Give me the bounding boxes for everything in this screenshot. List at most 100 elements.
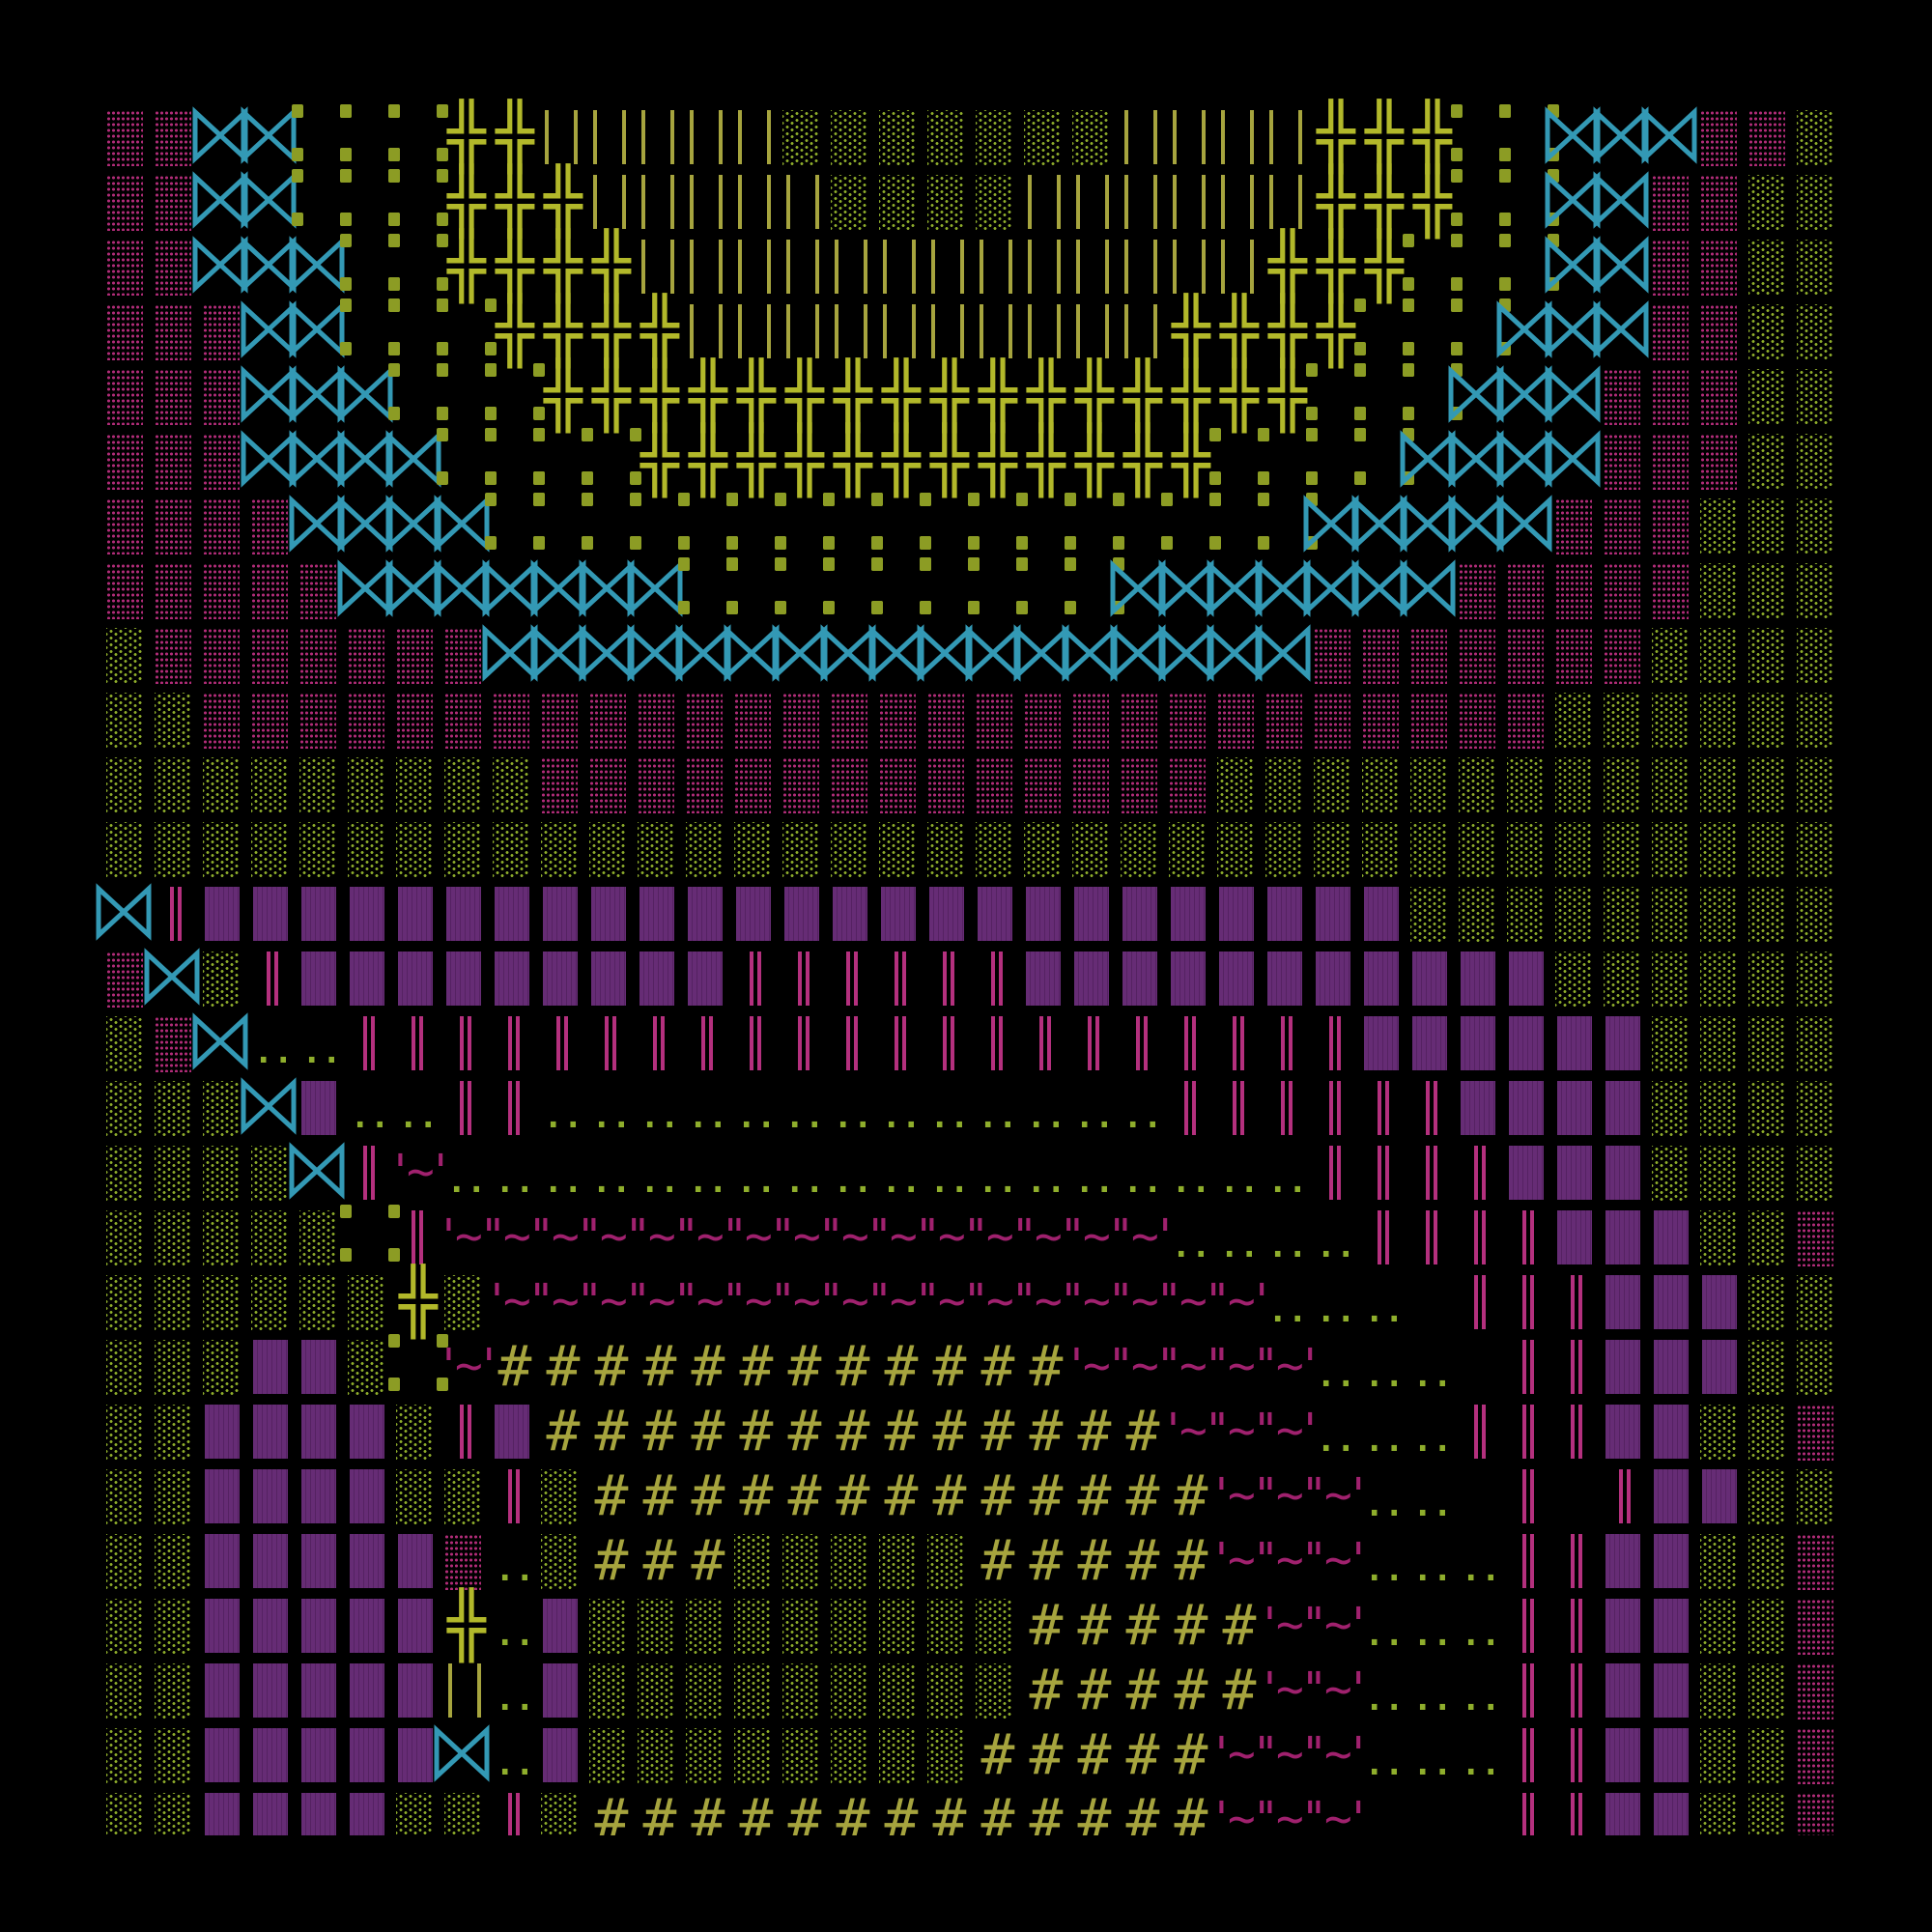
purple-block [446, 887, 481, 941]
green-square [630, 471, 641, 485]
pink-dot-pattern [444, 1534, 481, 1590]
green-square [1499, 277, 1511, 291]
double-cross-glyph: ╬ [442, 169, 491, 234]
dots-glyph-text: .. [1412, 1356, 1453, 1395]
bar-line [757, 952, 761, 1006]
green-dot-pattern [541, 1793, 578, 1835]
green-dot-pattern [879, 1663, 916, 1719]
purple-block-glyph [1650, 1722, 1698, 1787]
green-dot-cell [781, 816, 829, 881]
green-dot-cell [1747, 428, 1795, 493]
green-square [1113, 536, 1124, 550]
green-block-glyph [533, 493, 593, 557]
green-block-glyph [340, 104, 400, 169]
dots-glyph: .. [394, 1075, 442, 1140]
green-square [1499, 169, 1511, 183]
green-block-glyph [630, 493, 690, 557]
double-cross-glyph-text: ╬ [882, 358, 921, 433]
purple-block-glyph [394, 881, 442, 946]
green-dot-pattern [1797, 434, 1833, 490]
purple-block-glyph [829, 881, 877, 946]
pink-double-bar-glyph [829, 946, 877, 1010]
purple-block [1605, 1016, 1640, 1070]
tilde-glyph: '~' [1304, 1528, 1373, 1593]
green-dot-pattern [686, 1599, 723, 1655]
green-dot-pattern [831, 175, 867, 231]
bar-line [690, 110, 694, 164]
double-cross-glyph-text: ╬ [1027, 423, 1065, 497]
purple-block [205, 1599, 240, 1653]
pink-double-bar-glyph [491, 1787, 539, 1835]
double-cross-glyph: ╬ [1312, 298, 1360, 363]
green-dot-pattern [1700, 628, 1737, 684]
green-dot-pattern [1748, 887, 1785, 943]
purple-block [1557, 1210, 1592, 1264]
green-block-glyph [775, 557, 835, 622]
green-square [437, 234, 448, 247]
yellow-pipe-glyph [732, 234, 781, 298]
pink-dot-cell [298, 557, 346, 622]
purple-block [253, 1793, 288, 1835]
purple-block-glyph [394, 1658, 442, 1722]
double-cross-glyph: ╬ [1119, 363, 1167, 428]
pink-dot-cell [1360, 687, 1408, 752]
purple-block [205, 887, 240, 941]
pink-dot-cell [1602, 428, 1650, 493]
pink-dot-cell [249, 557, 298, 622]
bar-line [1474, 1405, 1478, 1459]
bowtie-icon [434, 1724, 490, 1782]
green-dot-cell [1070, 104, 1119, 169]
dots-glyph: .. [1264, 1205, 1312, 1269]
double-cross-glyph-text: ╬ [737, 358, 776, 433]
green-dot-cell [104, 1593, 153, 1658]
pink-dot-cell [1312, 622, 1360, 687]
green-dot-pattern [927, 822, 964, 878]
green-dot-pattern [251, 1146, 288, 1202]
pink-dot-cell [684, 752, 732, 816]
pink-double-bar-glyph [781, 1010, 829, 1075]
green-square [1306, 428, 1318, 441]
green-square [775, 493, 786, 506]
purple-block [1605, 1599, 1640, 1653]
pink-dot-pattern [686, 757, 723, 813]
hash-glyph: # [974, 1334, 1022, 1399]
yellow-pipe-glyph [877, 298, 925, 363]
double-cross-glyph-text: ╬ [447, 99, 486, 174]
purple-block [205, 1793, 240, 1835]
green-dot-pattern [589, 1599, 626, 1655]
green-block-glyph [1403, 298, 1463, 363]
green-dot-cell [1747, 1593, 1795, 1658]
green-dot-cell [1505, 816, 1553, 881]
green-dot-pattern [976, 822, 1012, 878]
bar-line [1047, 1016, 1051, 1070]
green-block-glyph [823, 557, 883, 622]
double-cross-glyph: ╬ [636, 363, 684, 428]
green-dot-pattern [396, 1469, 433, 1525]
dots-glyph: .. [539, 1075, 587, 1140]
pink-dot-pattern [927, 693, 964, 749]
pink-dot-pattern [203, 693, 240, 749]
pink-dot-cell [249, 687, 298, 752]
pink-double-bar-glyph [829, 1010, 877, 1075]
bar-line [460, 1405, 464, 1459]
dots-glyph: .. [1360, 1658, 1408, 1722]
green-dot-pattern [1652, 1081, 1689, 1137]
double-cross-glyph-text: ╬ [834, 423, 872, 497]
pink-double-bar-glyph [1215, 1075, 1264, 1140]
green-dot-pattern [251, 757, 288, 813]
hash-glyph-text: # [980, 1463, 1015, 1528]
purple-block [543, 1599, 578, 1653]
hash-glyph-text: # [1077, 1463, 1112, 1528]
hash-glyph: # [1070, 1787, 1119, 1836]
tilde-glyph-text: '~' [1208, 1727, 1276, 1781]
green-dot-pattern [106, 757, 143, 813]
purple-block [1654, 1210, 1689, 1264]
green-dot-cell [201, 946, 249, 1010]
green-block-glyph [340, 234, 400, 298]
bar-line [1522, 1405, 1526, 1459]
bar-line [1426, 1146, 1430, 1200]
green-dot-pattern [1555, 757, 1592, 813]
green-dot-pattern [1652, 1016, 1689, 1072]
hash-glyph: # [1119, 1658, 1167, 1722]
green-dot-pattern [1604, 952, 1640, 1008]
